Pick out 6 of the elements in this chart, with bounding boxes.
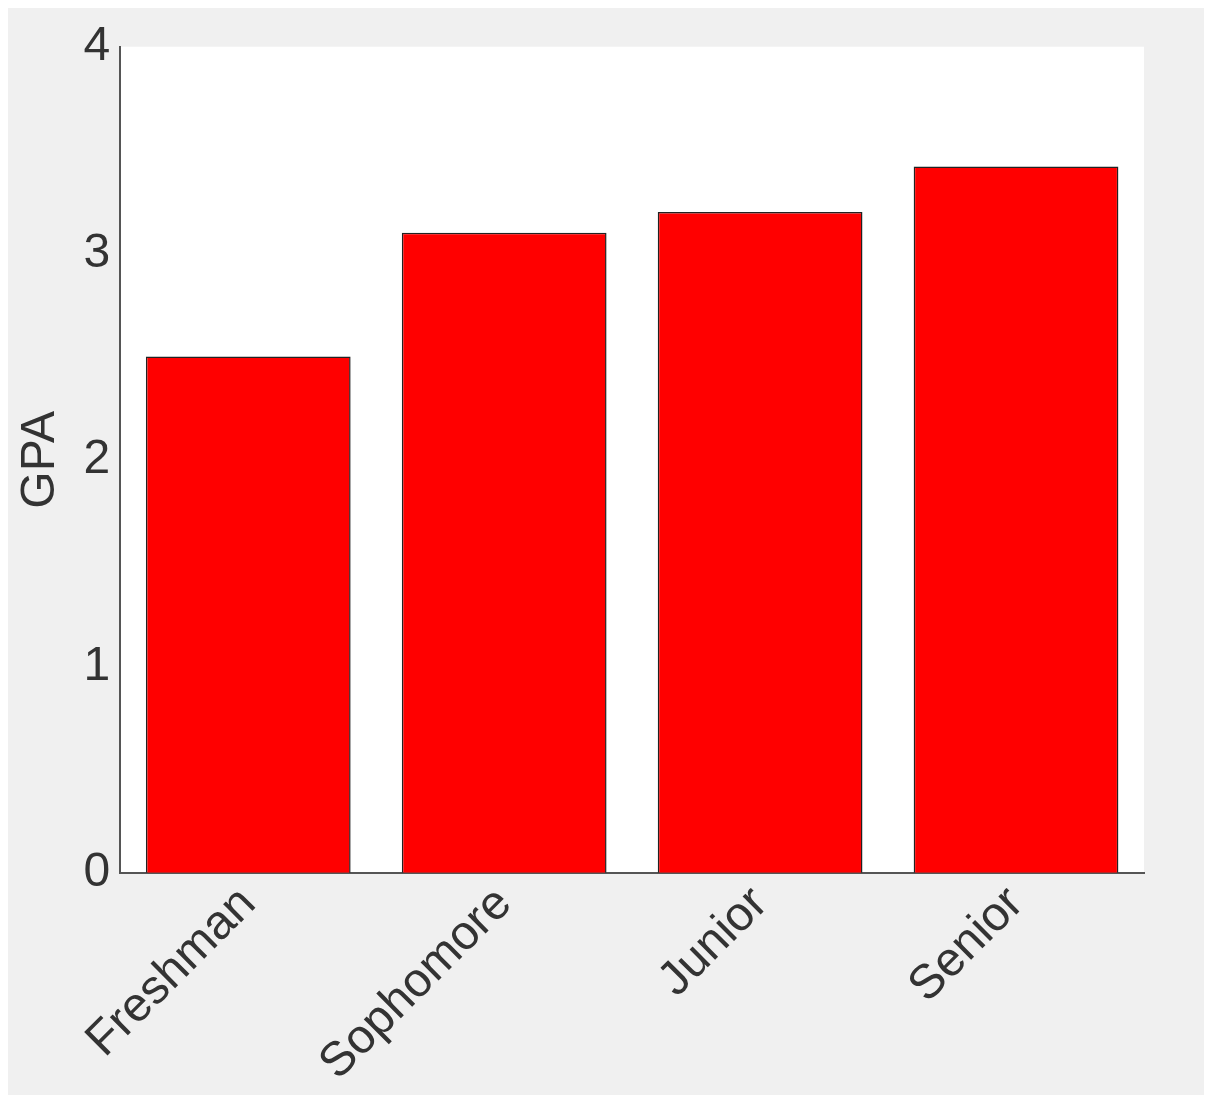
y-tick-label: 3 [83, 223, 111, 277]
y-axis-title: GPA [11, 410, 65, 509]
y-tick-label: 2 [83, 430, 111, 484]
y-tick-label: 1 [83, 636, 111, 690]
y-tick-label: 4 [83, 17, 111, 71]
y-tick-label: 0 [83, 843, 111, 897]
